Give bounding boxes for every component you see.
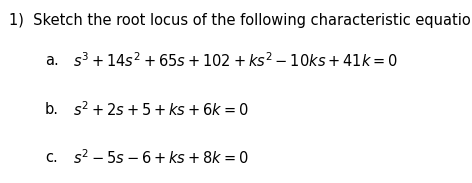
Text: a.: a. — [45, 53, 59, 68]
Text: $s^2 - 5s - 6 + ks + 8k = 0$: $s^2 - 5s - 6 + ks + 8k = 0$ — [73, 148, 249, 167]
Text: c.: c. — [45, 150, 58, 165]
Text: b.: b. — [45, 102, 59, 117]
Text: $s^2 + 2s + 5 + ks + 6k = 0$: $s^2 + 2s + 5 + ks + 6k = 0$ — [73, 100, 249, 119]
Text: 1)  Sketch the root locus of the following characteristic equations:: 1) Sketch the root locus of the followin… — [9, 13, 472, 28]
Text: $s^3 + 14s^2 + 65s + 102 + ks^2 - 10ks + 41k = 0$: $s^3 + 14s^2 + 65s + 102 + ks^2 - 10ks +… — [73, 51, 398, 70]
